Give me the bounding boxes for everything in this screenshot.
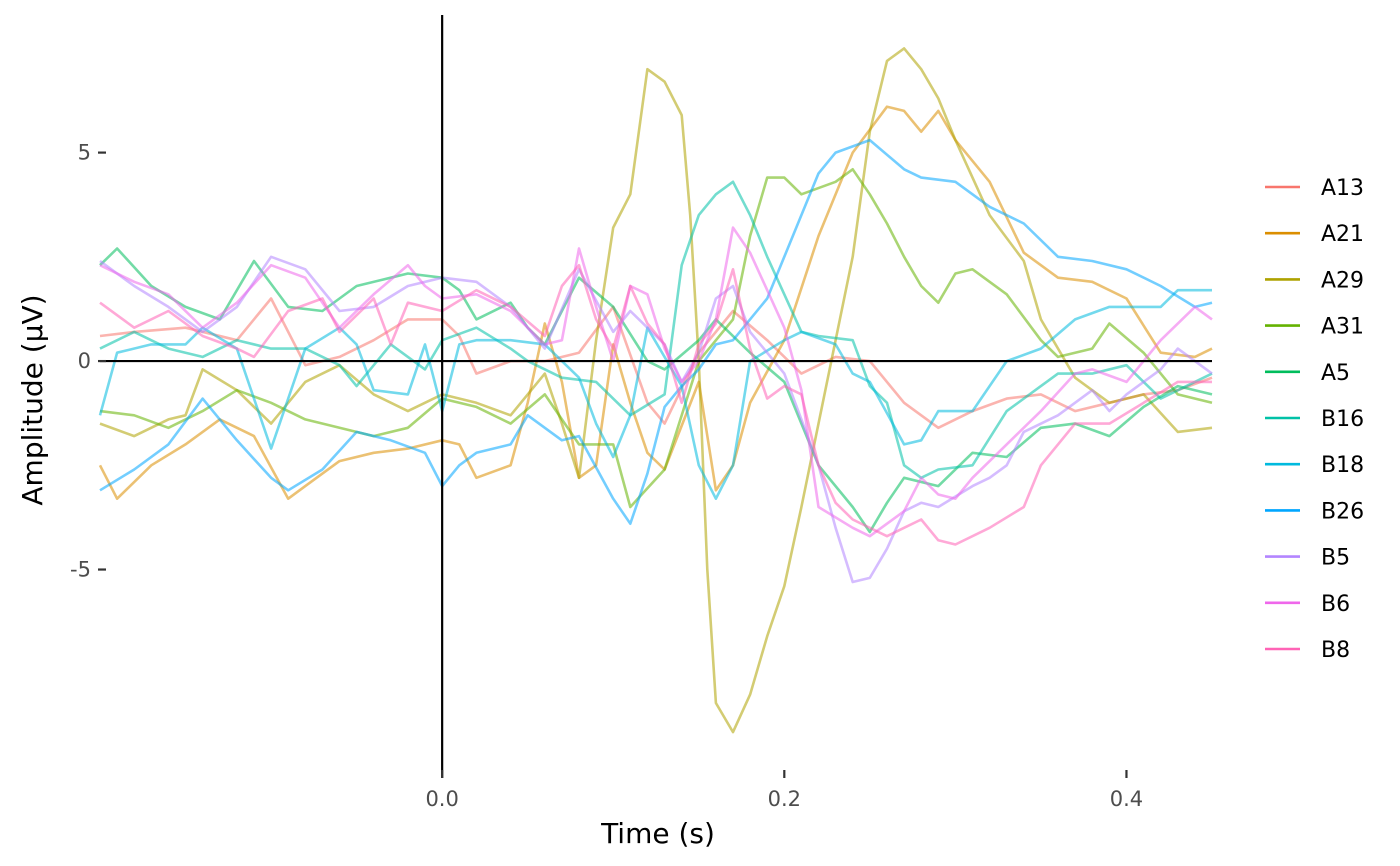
legend-label-b5: B5 bbox=[1321, 546, 1350, 571]
legend-label-a29: A29 bbox=[1321, 268, 1364, 293]
series-line-b5 bbox=[99, 255, 1213, 584]
y-tick-label: 5 bbox=[78, 141, 91, 165]
legend-label-a31: A31 bbox=[1321, 315, 1364, 340]
series-line-a29 bbox=[99, 47, 1213, 734]
x-tick-label: 0.2 bbox=[768, 787, 801, 811]
x-tick-label: 0.0 bbox=[425, 787, 458, 811]
legend-label-b8: B8 bbox=[1321, 638, 1350, 663]
series-line-b8 bbox=[99, 263, 1212, 546]
series-line-b16 bbox=[99, 180, 1213, 480]
x-axis-ticks: 0.0 0.2 0.4 bbox=[425, 770, 1143, 811]
legend: A13 A21 A29 A31 A5 B16 B18 B26 B5 B6 B8 bbox=[1265, 176, 1364, 663]
legend-label-b18: B18 bbox=[1321, 453, 1364, 478]
legend-label-b26: B26 bbox=[1321, 499, 1364, 524]
legend-label-b6: B6 bbox=[1321, 592, 1350, 617]
y-axis-title: Amplitude (µV) bbox=[16, 294, 49, 505]
legend-label-a5: A5 bbox=[1321, 361, 1350, 386]
y-tick-label: 0 bbox=[78, 349, 91, 373]
series-line-a21 bbox=[98, 105, 1213, 500]
x-axis-title: Time (s) bbox=[600, 817, 715, 850]
series-line-b26 bbox=[99, 138, 1213, 525]
y-tick-label: -5 bbox=[70, 558, 91, 582]
series-line-a31 bbox=[99, 168, 1213, 509]
series-lines bbox=[98, 47, 1213, 734]
legend-label-a21: A21 bbox=[1321, 222, 1364, 247]
y-axis-ticks: 5 0 -5 bbox=[70, 141, 106, 582]
x-tick-label: 0.4 bbox=[1110, 787, 1143, 811]
legend-label-b16: B16 bbox=[1321, 407, 1364, 432]
legend-label-a13: A13 bbox=[1321, 176, 1364, 201]
series-line-a5 bbox=[99, 247, 1213, 534]
